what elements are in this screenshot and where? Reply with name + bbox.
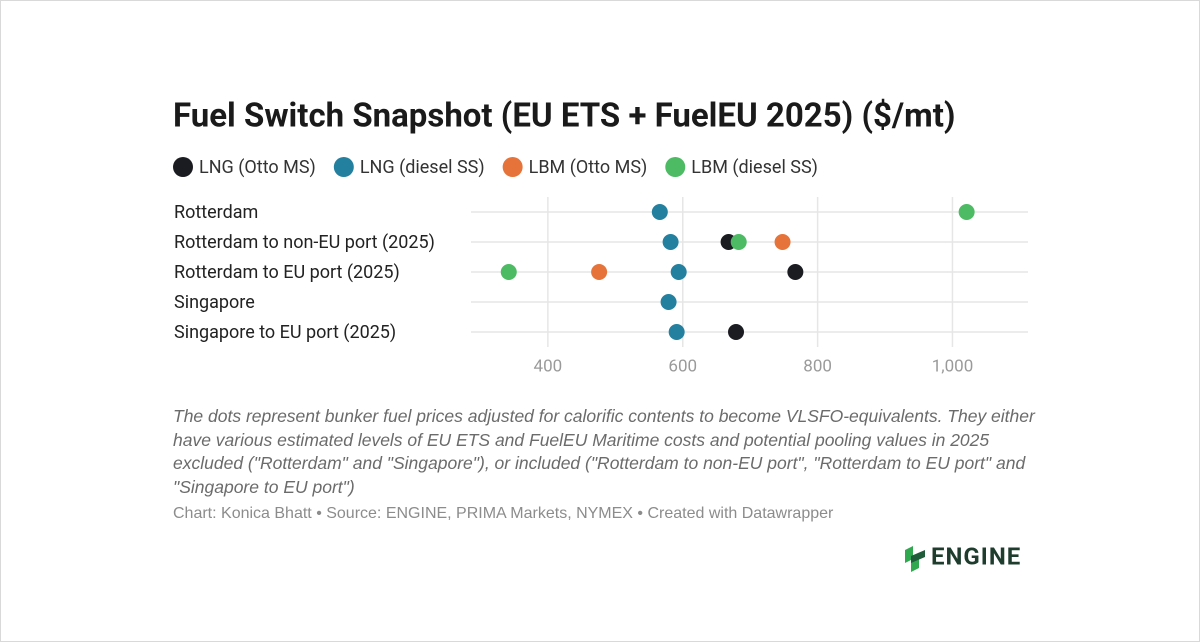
dot: [668, 324, 685, 340]
logo-icon-accent: [911, 550, 925, 563]
legend-swatch: [665, 157, 686, 177]
legend-label: LBM (diesel SS): [691, 157, 818, 178]
y-tick-label: Singapore to EU port (2025): [174, 322, 396, 343]
y-tick-label: Rotterdam: [174, 202, 258, 223]
x-tick-label: 600: [668, 356, 697, 376]
y-tick-label: Rotterdam to non-EU port (2025): [174, 232, 435, 253]
dot: [591, 264, 608, 280]
legend-label: LBM (Otto MS): [529, 157, 648, 178]
dot: [787, 264, 804, 280]
dot: [500, 264, 517, 280]
y-tick-label: Singapore: [174, 292, 255, 313]
x-tick-label: 400: [534, 356, 563, 376]
chart-title: Fuel Switch Snapshot (EU ETS + FuelEU 20…: [173, 97, 956, 136]
dot: [728, 324, 745, 340]
legend-swatch: [333, 157, 354, 177]
dot: [651, 204, 668, 220]
dot: [958, 204, 975, 220]
dot: [660, 294, 677, 310]
dot: [662, 234, 679, 250]
dot: [774, 234, 791, 250]
x-tick-label: 800: [803, 356, 832, 376]
y-tick-label: Rotterdam to EU port (2025): [174, 262, 400, 283]
credit: Chart: Konica Bhatt • Source: ENGINE, PR…: [173, 505, 834, 522]
x-tick-label: 1,000: [932, 356, 974, 376]
description: The dots represent bunker fuel prices ad…: [173, 406, 1035, 497]
dot: [670, 264, 687, 280]
legend-swatch: [173, 157, 193, 177]
dot: [730, 234, 747, 250]
legend-swatch: [502, 157, 523, 177]
logo-text: ENGINE: [931, 542, 1021, 570]
legend-label: LNG (diesel SS): [360, 157, 485, 178]
logo: [905, 546, 925, 572]
legend-label: LNG (Otto MS): [199, 157, 316, 178]
